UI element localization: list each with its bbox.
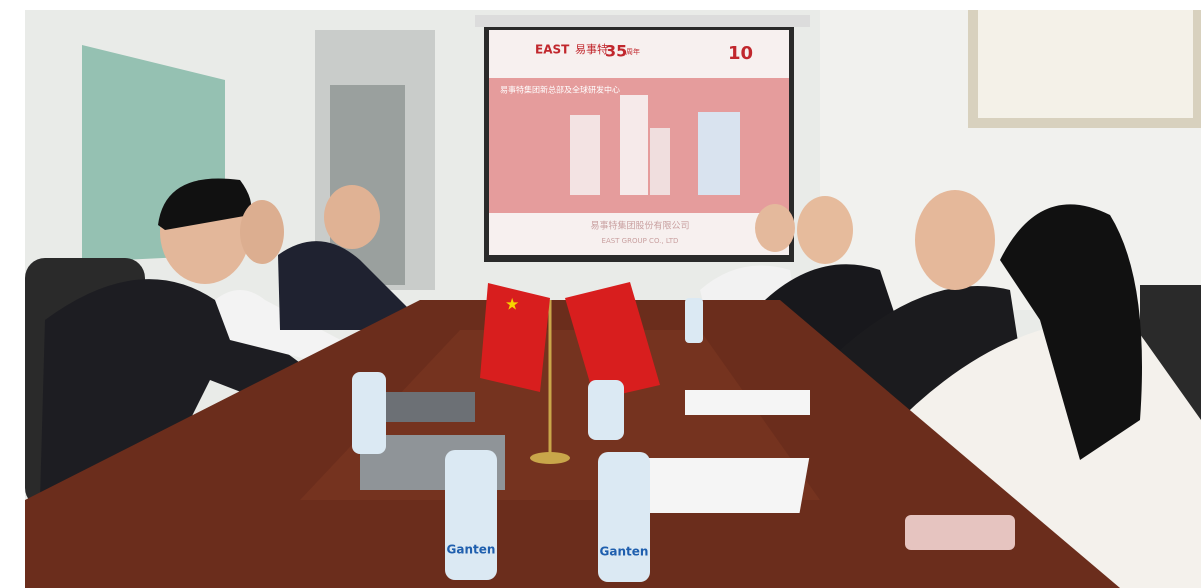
tower	[650, 128, 670, 195]
scene: EAST 易事特 35 周年 10 易事特集团新总部及全球研发中心 易事特集团股…	[25, 10, 1201, 588]
bottle-label: Ganten	[447, 543, 496, 557]
hair	[1000, 204, 1142, 460]
screen-company-cn: 易事特集团股份有限公司	[590, 220, 689, 232]
brochure	[685, 390, 810, 415]
screen-badge: 10	[728, 43, 753, 64]
brochure	[629, 458, 810, 513]
flag	[480, 283, 550, 392]
face	[755, 204, 795, 252]
people-left	[25, 178, 410, 508]
screen-company-en: EAST GROUP CO., LTD	[602, 237, 679, 245]
screen-anniversary: 35	[605, 42, 627, 61]
tower	[570, 115, 600, 195]
projector-bar	[475, 15, 810, 27]
painting	[978, 10, 1193, 118]
face	[797, 196, 853, 264]
bottle	[598, 452, 650, 582]
bottle	[352, 372, 386, 454]
face	[240, 200, 284, 264]
people-right	[700, 190, 1201, 588]
face	[324, 185, 380, 249]
tower	[620, 95, 648, 195]
screen-headline: 易事特集团新总部及全球研发中心	[500, 85, 620, 95]
flag-star: ★	[505, 295, 519, 314]
bottle	[685, 298, 703, 343]
person	[278, 241, 410, 330]
bottle	[588, 380, 624, 440]
flag-base	[530, 452, 570, 464]
screen-brand-cn: 易事特	[575, 42, 608, 56]
phone	[905, 515, 1015, 550]
laptop	[385, 392, 475, 422]
hair	[158, 178, 252, 230]
screen-anniversary-unit: 周年	[626, 47, 640, 56]
bottle-label: Ganten	[600, 545, 649, 559]
bottles: Ganten Ganten	[352, 298, 703, 582]
face	[915, 190, 995, 290]
flag	[565, 282, 660, 400]
tower	[698, 112, 740, 195]
bottle	[445, 450, 497, 580]
screen-brand: EAST	[535, 43, 570, 57]
